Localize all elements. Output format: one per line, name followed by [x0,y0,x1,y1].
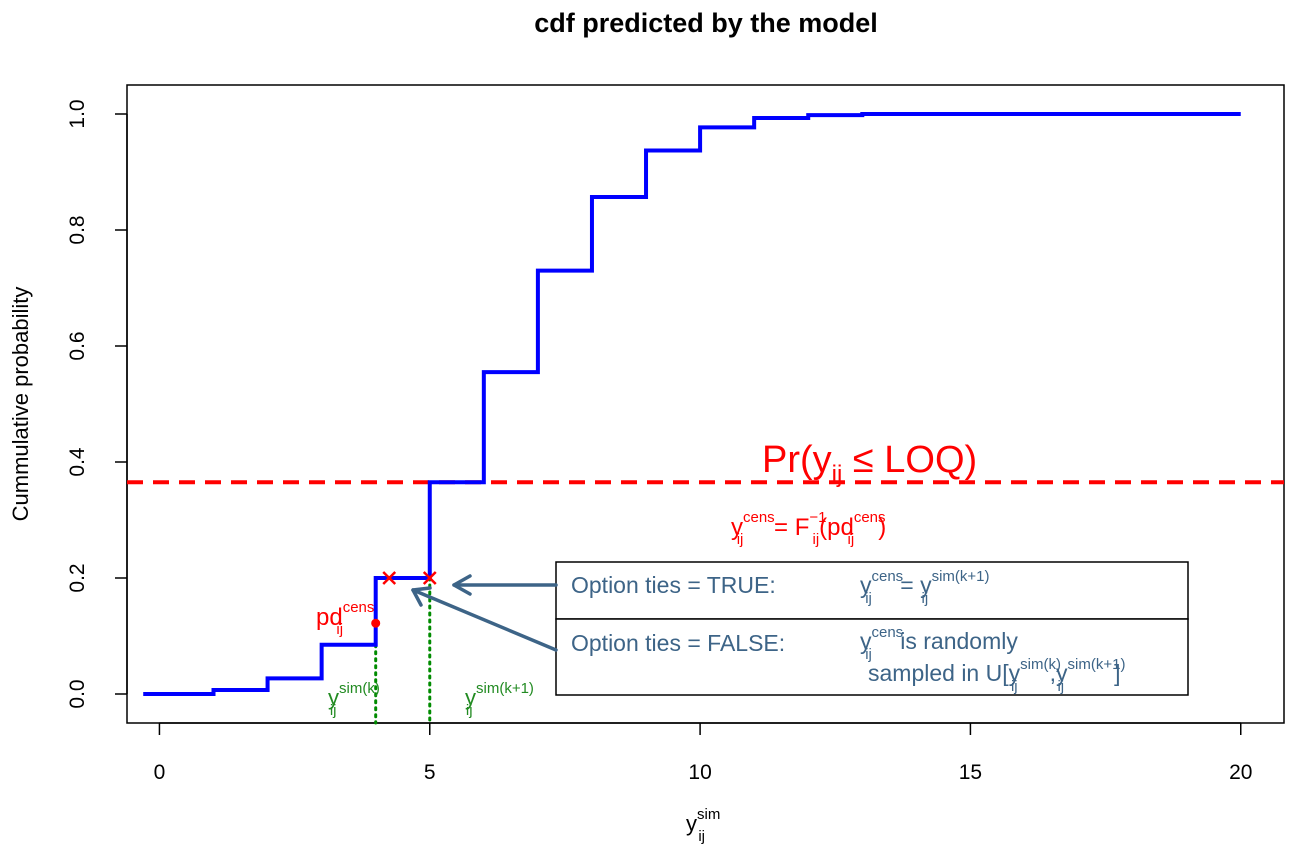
x-axis-label-main: y [686,811,697,836]
ties-arrows [411,574,558,652]
inverse-annotation: ycens ij = F−1 ij(pdcens ij) [731,509,886,548]
ties-false-arrow [411,588,558,652]
y-tick-label: 1.0 [66,99,89,128]
right-sim-main: y [465,685,476,710]
inv-sup2: −1 [809,509,826,526]
ties-true-arrowhead [452,574,472,596]
ties-box-top [555,561,1189,620]
inv-pd: (pd [819,514,854,541]
marker-layer [371,571,437,628]
inv-sup1: cens [743,509,775,526]
y-axis: 0.0 0.2 0.4 0.6 0.8 1.0 [66,99,128,709]
right-sim-sup: sim(k+1) [476,680,534,697]
y-tick-label: 0.6 [66,331,89,360]
y-tick-label: 0.4 [66,447,89,477]
ties-false-arrowhead [411,586,432,607]
x-tick-label: 20 [1229,761,1252,784]
ties-legend-box: Option ties = TRUE: ycens ij = ysim(k+1) i… [555,561,1189,696]
cross-marker [382,571,397,585]
inv-sub1: ij [737,531,744,548]
left-sim-sub: ij [330,702,337,719]
loq-text-after: ≤ LOQ) [842,439,977,481]
x-tick-label: 15 [959,761,982,784]
x-axis: 0 5 10 15 20 [154,722,1252,784]
loq-annotation: Pr(yij ≤ LOQ) [762,439,977,488]
ties-false-line2: sampled in U[ysim(k) ij,ysim(k+1) ij] [868,656,1125,695]
cross-marker [422,571,437,585]
guide-lines [374,576,432,725]
inv-close: ) [878,514,886,541]
y-axis-label: Cummulative probability [8,287,33,522]
ties-false-line1: ycens ij is randomly [860,624,1018,663]
pd-sup: cens [343,599,375,616]
right-sim-label: ysim(k+1) ij [465,680,534,719]
inv-mid: = F [767,514,809,541]
series-layer [143,112,1241,696]
right-sim-sub: ij [466,702,473,719]
chart-title: cdf predicted by the model [534,8,878,38]
loq-text-before: Pr(y [762,439,832,481]
x-tick-label: 5 [424,761,436,784]
y-tick-label: 0.0 [66,679,89,708]
left-sim-main: y [328,685,339,710]
left-sim-sup: sim(k) [339,680,380,697]
pd-annotation: pdcens ij [316,599,374,638]
cdf-step-line [143,112,1241,696]
left-sim-label: ysim(k) ij [328,680,380,719]
y-tick-label: 0.2 [66,563,89,592]
ties-true-eq: ycens ij = ysim(k+1) ij [860,568,990,607]
inv-y: y [731,514,743,541]
x-tick-label: 10 [688,761,711,784]
pd-point [371,618,381,628]
y-tick-label: 0.8 [66,215,89,244]
x-axis-label-sub: ij [698,828,705,845]
x-tick-label: 0 [154,761,166,784]
loq-sub: ij [832,461,843,488]
pd-sub: ij [336,621,343,638]
inv-sub3: ij [848,531,855,548]
ties-false-label: Option ties = FALSE: [571,630,785,656]
inv-sub2: ij [812,531,819,548]
ties-box-bottom [555,618,1189,696]
x-axis-label: ysim ij [686,806,720,845]
inv-sup3: cens [854,509,886,526]
pd-main: pd [316,604,343,631]
x-axis-label-sup: sim [697,806,720,823]
ties-true-label: Option ties = TRUE: [571,572,776,598]
